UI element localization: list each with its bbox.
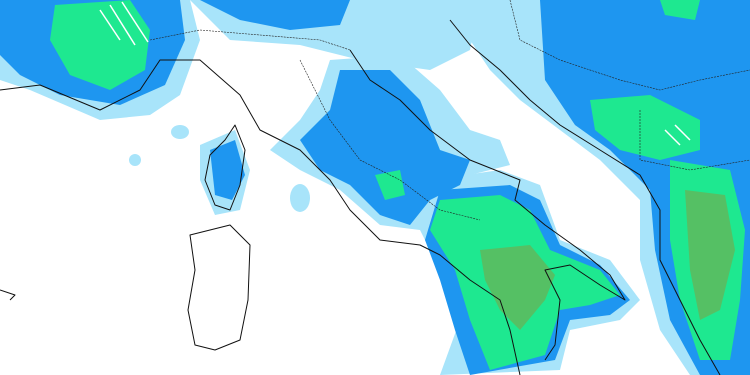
hatching (99, 1, 691, 146)
calabria-dark (480, 245, 555, 330)
region-border (299, 59, 481, 221)
balkan-border (639, 110, 750, 171)
alps-border (149, 29, 351, 51)
hatch (99, 9, 121, 41)
sardinia-coast (187, 224, 251, 351)
coastlines (0, 19, 721, 375)
balkans-green (590, 95, 700, 160)
corsica-coast (204, 124, 246, 211)
cell-light (129, 154, 141, 166)
balkan-border (509, 0, 750, 91)
central-blue (300, 70, 470, 225)
adriatic-coast (349, 49, 626, 361)
corsica-blue (210, 140, 245, 200)
alps-west-green (50, 0, 150, 90)
hatch (664, 129, 681, 146)
greece-dark (685, 190, 735, 320)
cell-green (375, 170, 405, 200)
cell-light (290, 184, 310, 212)
africa-coast (0, 289, 16, 301)
hatch (109, 4, 136, 46)
balkan-coast (449, 19, 721, 375)
borders (149, 0, 750, 221)
cell-light (171, 125, 189, 139)
north-green (660, 0, 700, 20)
hatch (674, 124, 691, 141)
alps-blue (200, 0, 350, 30)
very-heavy-precip (480, 190, 735, 330)
tyrrhenian-coast (0, 59, 521, 375)
hatch (121, 1, 149, 43)
